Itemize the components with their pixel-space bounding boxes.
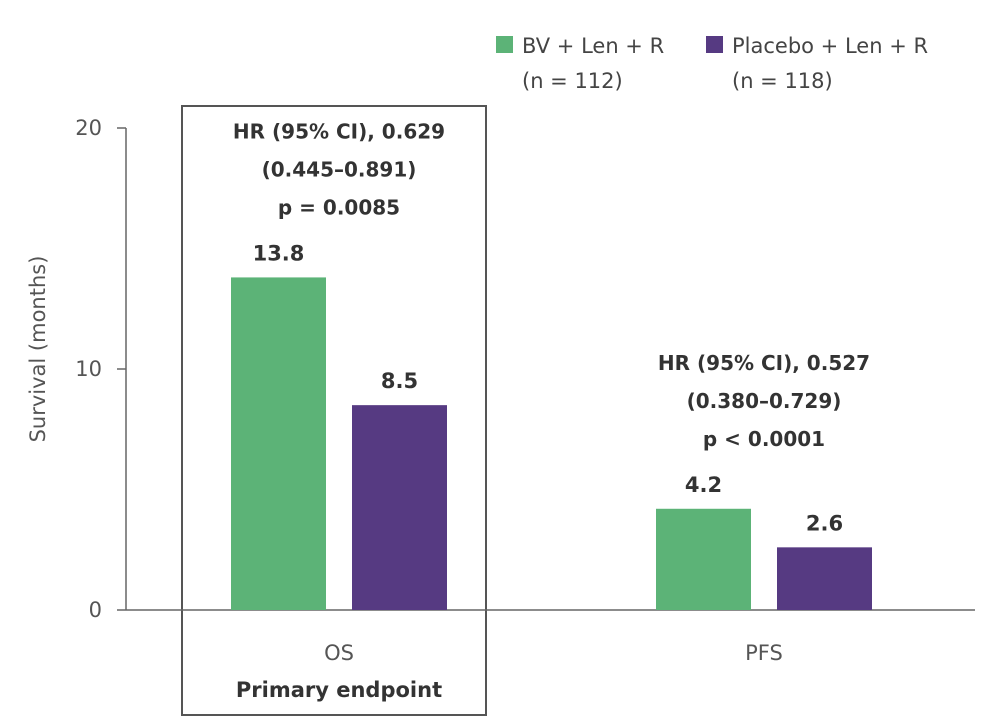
category-sublabel: Primary endpoint (236, 678, 442, 702)
hr-annotation-line: (0.445–0.891) (262, 157, 417, 181)
bar-pfs-series-2 (777, 547, 872, 610)
bar-value-label: 13.8 (253, 241, 305, 265)
bar-pfs-series-1 (656, 508, 751, 610)
y-tick-label: 0 (89, 598, 102, 622)
legend-swatch (496, 36, 513, 53)
legend: BV + Len + R (n = 112) Placebo + Len + R (n… (496, 34, 928, 93)
bars (231, 277, 872, 610)
y-axis-title: Survival (months) (26, 256, 50, 443)
y-tick-label: 20 (75, 116, 102, 140)
legend-series-name: Placebo + Len + R (732, 34, 928, 58)
bar-os-series-1 (231, 277, 326, 610)
bar-os-series-2 (352, 405, 447, 610)
legend-series-n: (n = 118) (732, 69, 833, 93)
hr-annotation-line: HR (95% CI), 0.527 (658, 351, 870, 375)
primary-endpoint-box (181, 105, 487, 716)
primary-endpoint-highlight (181, 105, 487, 716)
y-tick-label: 10 (75, 357, 102, 381)
legend-swatch (706, 36, 723, 53)
bar-value-label: 2.6 (806, 511, 843, 535)
bar-value-label: 8.5 (381, 369, 418, 393)
bar-value-label: 4.2 (685, 473, 722, 497)
hr-annotation-line: p = 0.0085 (278, 195, 400, 219)
x-category-label: PFS (745, 641, 783, 665)
labels: 13.8 8.5 OS Primary endpoint 4.2 2.6 PFS HR (95… (233, 119, 870, 702)
hr-annotation-line: (0.380–0.729) (687, 389, 842, 413)
legend-series-name: BV + Len + R (522, 34, 664, 58)
legend-series-n: (n = 112) (522, 69, 623, 93)
hr-annotation-line: p < 0.0001 (703, 427, 825, 451)
hr-annotation-line: HR (95% CI), 0.629 (233, 119, 445, 143)
x-category-label: OS (324, 641, 354, 665)
